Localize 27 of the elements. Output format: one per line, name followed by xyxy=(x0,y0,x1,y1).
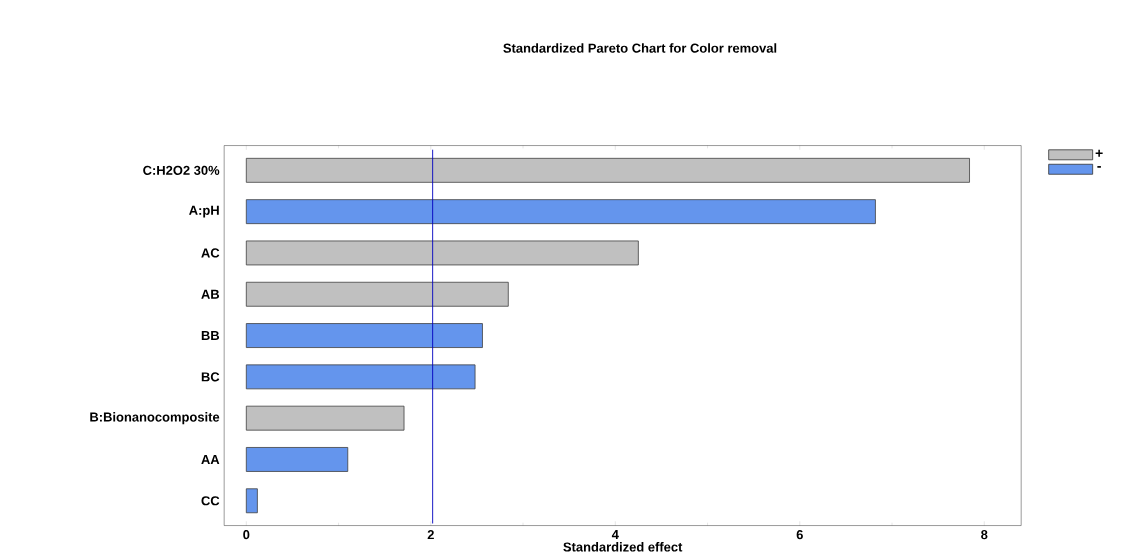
bar xyxy=(245,447,349,472)
y-tick-label: BB xyxy=(201,331,220,341)
y-tick-label: AA xyxy=(201,455,220,464)
y-tick-label: AB xyxy=(201,289,220,299)
y-tick-label: CC xyxy=(201,496,220,506)
x-tick-label: 6 xyxy=(796,530,803,540)
y-tick-label: BC xyxy=(201,372,220,382)
y-tick-label: C:H2O2 30% xyxy=(143,165,220,175)
bar xyxy=(245,281,509,307)
y-tick-label: B:Bionanocomposite xyxy=(90,412,220,425)
y-tick-label: AC xyxy=(201,248,220,258)
legend-label: - xyxy=(1097,166,1101,168)
bar xyxy=(245,323,483,348)
x-tick-label: 2 xyxy=(427,530,434,540)
chart-title: Standardized Pareto Chart for Color removal xyxy=(503,43,777,53)
x-tick-label: 8 xyxy=(981,530,988,540)
legend-label: + xyxy=(1095,149,1103,157)
bar xyxy=(245,364,476,390)
x-tick-label: 4 xyxy=(611,530,619,539)
bar xyxy=(245,199,876,225)
bar xyxy=(245,157,970,183)
bar xyxy=(245,405,405,431)
x-axis-title: Standardized effect xyxy=(563,542,683,552)
bar xyxy=(245,240,639,266)
x-tick-label: 0 xyxy=(243,530,250,540)
y-tick-label: A:pH xyxy=(189,205,219,218)
bar xyxy=(245,488,258,514)
